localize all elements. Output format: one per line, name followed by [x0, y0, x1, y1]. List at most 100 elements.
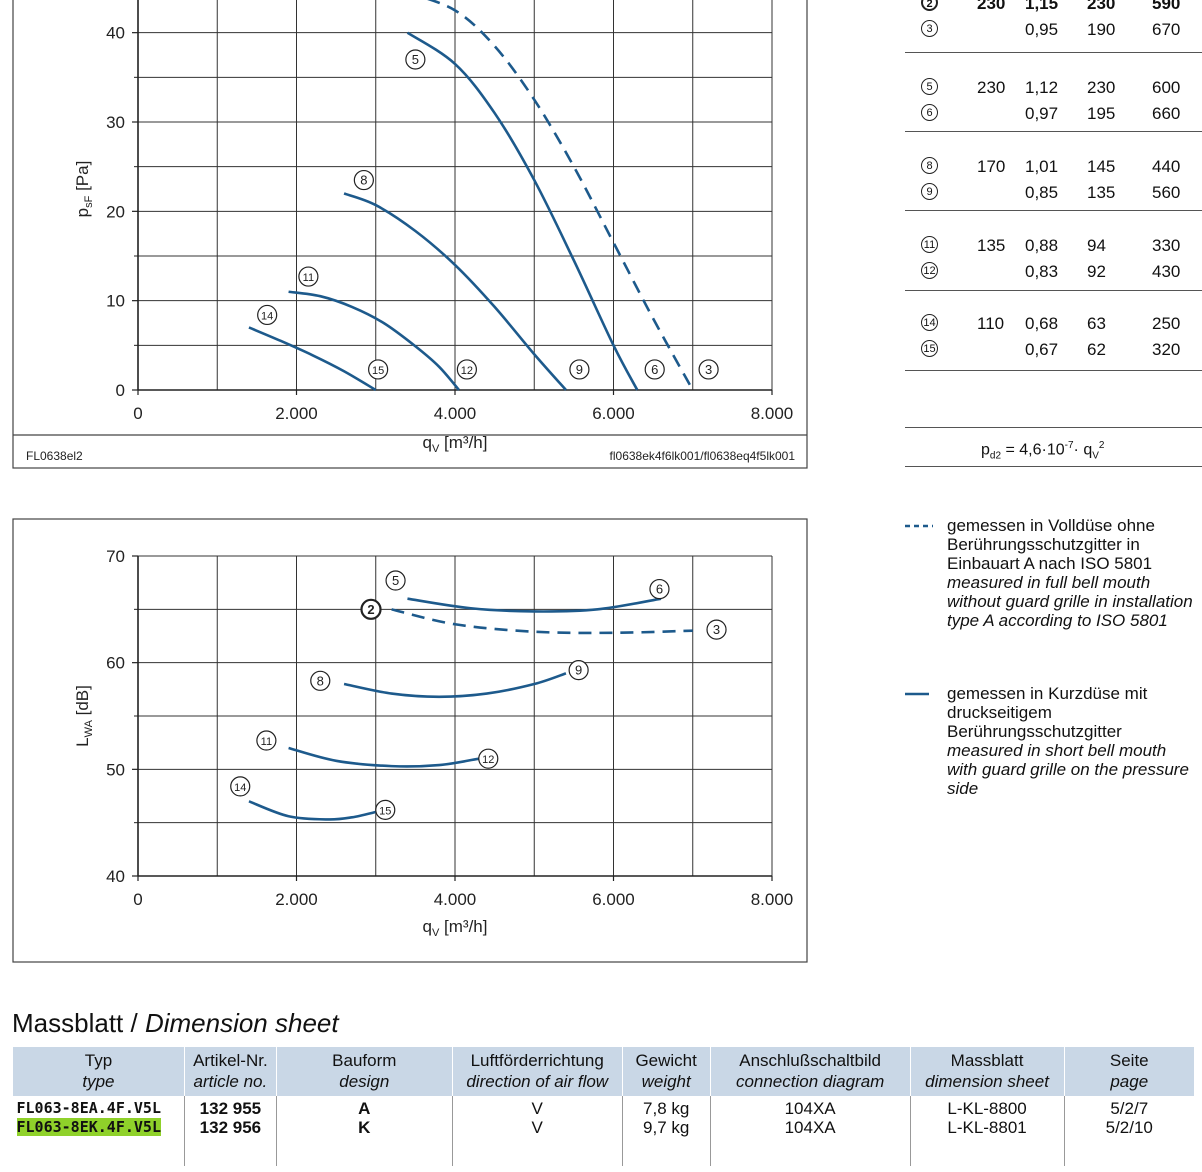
- spec-cell: 230: [1087, 78, 1116, 97]
- curve-marker-9: 9: [568, 660, 589, 681]
- highlighted-product-type: FL063-8EK.4F.V5L: [16, 1118, 161, 1136]
- legend-dashed-en: measured in full bell mouth without guar…: [947, 573, 1193, 630]
- header-de: Luftförderrichtung: [470, 1051, 604, 1070]
- curve-marker-2-circle: [360, 598, 382, 620]
- x-tick-label: 0: [133, 404, 142, 423]
- curve-number-badge: 5: [921, 78, 938, 95]
- header-de: Gewicht: [635, 1051, 697, 1070]
- curve-marker-12-label: 12: [461, 365, 473, 377]
- legend-dashed-de: gemessen in Volldüse ohne Berührungsschu…: [947, 516, 1155, 573]
- dimension-title-en: Dimension sheet: [144, 1008, 339, 1038]
- header-de: Artikel-Nr.: [193, 1051, 268, 1070]
- spec-row-2: 2 230 1,15 230 590: [905, 0, 1202, 20]
- curve-marker-9-label: 9: [575, 663, 582, 678]
- spec-cell: 0,88: [1025, 236, 1059, 255]
- curve-marker-14: 14: [230, 776, 251, 797]
- spec-cell: 230: [977, 78, 1006, 97]
- curve-marker-8-label: 8: [317, 673, 324, 688]
- dimension-header-cell: Gewicht weight: [621, 1047, 711, 1096]
- curve-marker-5-label: 5: [392, 573, 399, 588]
- curve-marker-14: 14: [257, 304, 278, 326]
- spec-cell: 92: [1087, 262, 1106, 281]
- header-de: Massblatt: [950, 1051, 1024, 1070]
- curve-11-12: [288, 746, 479, 768]
- curve-marker-5: 5: [385, 570, 406, 591]
- chart-frame: [12, 518, 808, 963]
- curve-marker-14-circle: [230, 776, 251, 797]
- dimension-value: 9,7 kg: [643, 1118, 690, 1137]
- formula-p: p: [981, 441, 990, 459]
- header-en: weight: [641, 1072, 691, 1091]
- header-de: Typ: [84, 1051, 113, 1070]
- curve-marker-9-label: 9: [576, 362, 583, 377]
- curve-2-3: [391, 608, 693, 635]
- header-en: connection diagram: [735, 1072, 885, 1091]
- curve-marker-2: 2: [360, 598, 382, 620]
- curve-number-badge: 3: [921, 20, 938, 37]
- dimension-sheet-title: Massblatt / Dimension sheet: [12, 1008, 339, 1039]
- dimension-value: L-KL-8800: [947, 1099, 1027, 1118]
- curve-number-badge: 14: [921, 314, 938, 331]
- header-de: Anschlußschaltbild: [739, 1051, 881, 1070]
- header-en: dimension sheet: [925, 1072, 1049, 1091]
- chart-code-left: FL0638el2: [26, 449, 83, 463]
- spec-cell: 560: [1152, 183, 1181, 202]
- curve-2-3: [427, 0, 694, 391]
- dimension-header-cell: Seite page: [1063, 1047, 1194, 1096]
- curve-8-9: [343, 192, 567, 391]
- dimension-header-cell: Anschlußschaltbild connection diagram: [709, 1047, 911, 1096]
- curve-marker-6-circle: [649, 578, 670, 600]
- spec-cell: 0,68: [1025, 314, 1059, 333]
- spec-cell: 670: [1152, 20, 1181, 39]
- spec-cell: 600: [1152, 78, 1181, 97]
- y-axis-title: psF [Pa]: [73, 161, 95, 218]
- dimension-value: L-KL-8801: [947, 1118, 1027, 1137]
- spec-row-14: 14 110 0,68 63 250: [905, 314, 1202, 340]
- dashed-line-icon: [905, 524, 933, 528]
- curve-marker-2-label: 2: [367, 602, 374, 617]
- dimension-value: A: [358, 1099, 371, 1118]
- pressure-chart: 0 2.000 4.000 6.000 8.000 0 10 20 30 40 5 8 11 14 15 12…: [12, 0, 808, 469]
- x-tick-label: 8.000: [751, 890, 794, 909]
- curve-marker-5-label: 5: [412, 52, 419, 67]
- curve-marker-8-circle: [353, 169, 374, 191]
- spec-cell: 0,83: [1025, 262, 1059, 281]
- formula-sub: d2: [989, 450, 1002, 462]
- formula-exp: -7: [1064, 440, 1074, 451]
- dimension-value: V: [531, 1099, 543, 1118]
- spec-cell: 0,85: [1025, 183, 1059, 202]
- chart-code-right: fl0638ek4f6lk001/fl0638eq4f5lk001: [610, 449, 796, 463]
- curve-marker-3-circle: [706, 619, 727, 640]
- curve-marker-3-circle: [698, 359, 719, 380]
- legend-solid-de: gemessen in Kurzdüse mit druckseitigem B…: [947, 684, 1148, 741]
- spec-cell: 250: [1152, 314, 1181, 333]
- curve-marker-9: 9: [569, 359, 590, 380]
- dimension-body-row: FL063-8EA.4F.V5L FL063-8EK.4F.V5L 132 955 1…: [13, 1096, 1194, 1166]
- curve-marker-14-label: 14: [261, 310, 273, 322]
- dimension-cell: 132 955 132 956: [183, 1096, 277, 1166]
- curve-14-15: [248, 326, 377, 392]
- header-de: Seite: [1109, 1051, 1149, 1070]
- spec-table: 2 230 1,15 230 590 3 0,95 190 670 5 230 1,12 230 600 6…: [905, 0, 1202, 480]
- curve-marker-12: 12: [478, 748, 499, 769]
- curve-number-badge: 2: [921, 0, 938, 11]
- curve-number-badge: 15: [921, 340, 938, 357]
- curve-marker-15-label: 15: [379, 805, 391, 817]
- dimension-value: 132 956: [199, 1118, 262, 1137]
- curve-marker-15: 15: [368, 359, 389, 380]
- curve-marker-12-circle: [478, 748, 499, 769]
- dimension-cell: 5/2/7 5/2/10: [1063, 1096, 1194, 1166]
- spec-row-15: 15 0,67 62 320: [905, 340, 1202, 366]
- product-type: FL063-8EK.4F.V5L: [16, 1118, 180, 1137]
- curve-marker-12-label: 12: [482, 754, 494, 766]
- dimension-value: 5/2/7: [1110, 1099, 1149, 1118]
- header-de: Bauform: [332, 1051, 397, 1070]
- spec-cell: 230: [1087, 0, 1116, 13]
- curve-marker-11: 11: [256, 730, 277, 751]
- legend-solid-en: measured in short bell mouth with guard …: [947, 741, 1189, 798]
- dimension-header-cell: Luftförderrichtung direction of air flow: [451, 1047, 623, 1096]
- sound-chart: 0 2.000 4.000 6.000 8.000 40 50 60 70 5 2 6 3 8 9 11 12 1…: [12, 518, 808, 963]
- formula-mid2: · q: [1073, 441, 1093, 459]
- header-en: article no.: [193, 1072, 268, 1091]
